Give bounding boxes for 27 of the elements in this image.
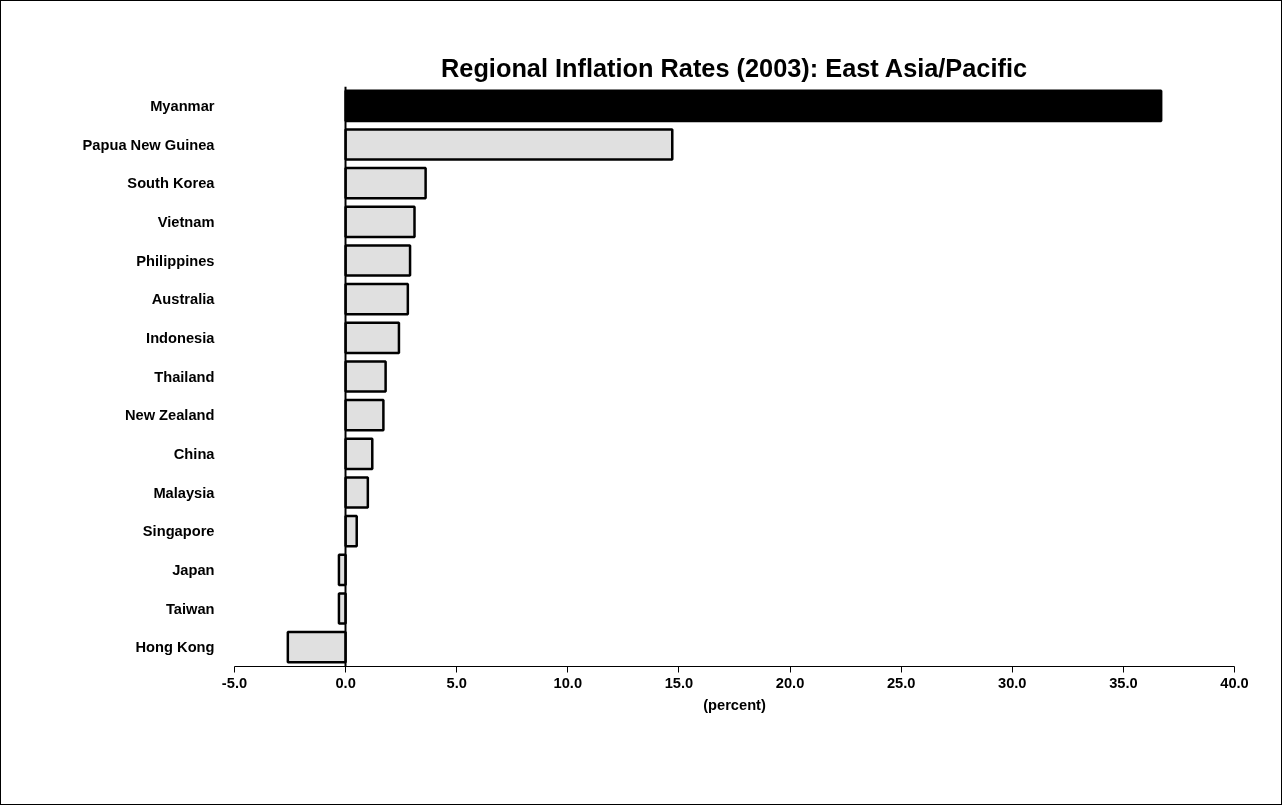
x-tick-label: 20.0: [775, 674, 805, 691]
y-tick-label: Indonesia: [146, 329, 216, 346]
y-tick-label: New Zealand: [124, 407, 215, 424]
x-tick-label: 40.0: [1220, 674, 1249, 691]
x-tick-label: 10.0: [553, 674, 583, 691]
x-tick-label: 15.0: [664, 674, 694, 691]
y-tick-label: Australia: [151, 291, 216, 308]
y-tick-label: Singapore: [142, 523, 215, 540]
y-tick-label: Philippines: [136, 252, 215, 269]
y-tick-label: Malaysia: [153, 484, 216, 501]
y-tick-label: Vietnam: [157, 213, 215, 230]
y-tick-label: South Korea: [127, 175, 216, 192]
y-tick-label: Myanmar: [150, 97, 215, 114]
y-tick-label: Japan: [172, 561, 215, 578]
x-tick-label: 35.0: [1109, 674, 1138, 691]
x-axis-title: (percent): [703, 696, 766, 713]
x-tick-label: 5.0: [446, 674, 467, 691]
y-tick-label: Taiwan: [165, 600, 215, 617]
y-tick-label: Hong Kong: [135, 639, 215, 656]
y-tick-label: Thailand: [154, 368, 215, 385]
x-tick-label: 30.0: [998, 674, 1027, 691]
y-tick-label: China: [173, 445, 216, 462]
x-tick-label: 0.0: [335, 674, 356, 691]
x-tick-label: 25.0: [886, 674, 916, 691]
x-tick-label: -5.0: [221, 674, 248, 691]
y-tick-label: Papua New Guinea: [82, 136, 216, 153]
chart-title: Regional Inflation Rates (2003): East Asia/Pacific: [441, 53, 1028, 82]
